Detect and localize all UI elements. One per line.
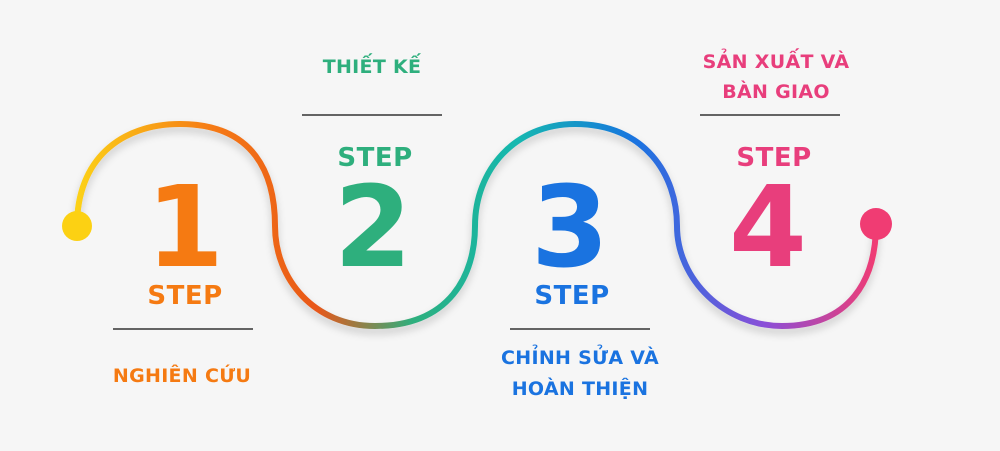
step-2-word: STEP (337, 143, 412, 173)
step-4-number: 4 (729, 163, 807, 293)
step-4: SẢN XUẤT VÀ BÀN GIAO STEP 4 (700, 47, 849, 293)
end-dot (860, 208, 892, 240)
step-4-word: STEP (736, 143, 811, 173)
step-1-caption: NGHIÊN CỨU (113, 363, 251, 387)
step-1-number: 1 (146, 163, 224, 293)
step-1-word: STEP (147, 281, 222, 311)
step-3-caption-line-2: HOÀN THIỆN (512, 376, 649, 400)
step-4-caption-line-2: BÀN GIAO (722, 80, 830, 103)
step-4-caption-line-1: SẢN XUẤT VÀ (703, 47, 850, 73)
step-3-number: 3 (531, 163, 609, 293)
start-dot (62, 211, 92, 241)
wave-connector (74, 120, 879, 330)
step-2-caption: THIẾT KẾ (323, 52, 422, 78)
step-2: THIẾT KẾ STEP 2 (302, 52, 442, 293)
step-2-number: 2 (334, 163, 412, 293)
step-1: 1 STEP NGHIÊN CỨU (113, 163, 253, 387)
step-3: 3 STEP CHỈNH SỬA VÀ HOÀN THIỆN (501, 163, 659, 400)
step-3-caption-line-1: CHỈNH SỬA VÀ (501, 344, 659, 369)
step-3-word: STEP (534, 281, 609, 311)
